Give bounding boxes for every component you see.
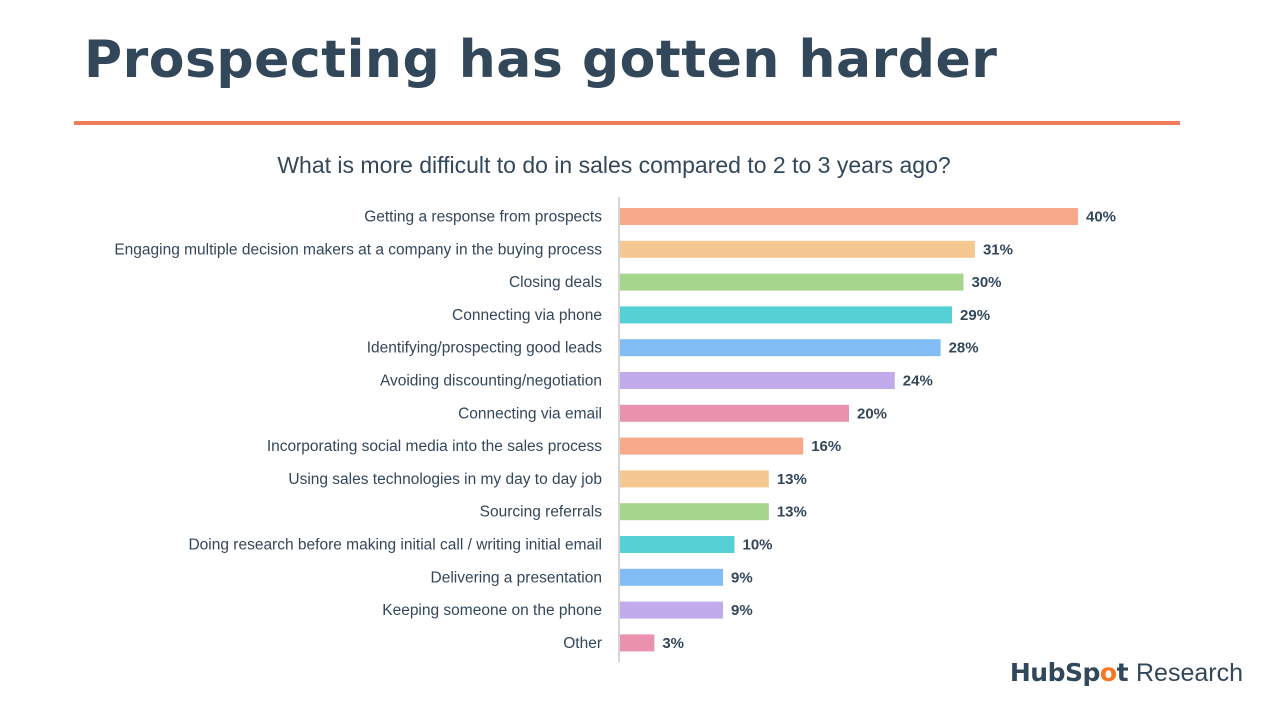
bar-value-label: 29% (960, 307, 990, 324)
bar (620, 339, 941, 357)
category-label: Engaging multiple decision makers at a c… (114, 241, 602, 258)
bar-value-label: 10% (743, 537, 773, 554)
sprocket-icon: o (1099, 658, 1117, 687)
slide-title: Prospecting has gotten harder (84, 30, 998, 90)
category-label: Identifying/prospecting good leads (367, 340, 602, 357)
hubspot-research-logo: HubSpot Research (1010, 658, 1243, 688)
chart-subtitle: What is more difficult to do in sales co… (277, 152, 951, 178)
category-label: Avoiding discounting/negotiation (380, 373, 602, 390)
bar-chart: Getting a response from prospects 40% Enga… (114, 197, 1116, 662)
bar-value-label: 20% (857, 405, 887, 422)
bar (620, 404, 849, 422)
category-label: Other (563, 635, 602, 652)
category-label: Closing deals (509, 274, 602, 291)
bar (620, 503, 769, 521)
bar-value-label: 3% (662, 635, 684, 652)
bar-value-label: 9% (731, 602, 753, 619)
bar (620, 634, 655, 652)
category-label: Connecting via email (458, 405, 602, 422)
bar (620, 372, 895, 389)
bar-value-label: 30% (972, 274, 1002, 291)
category-label: Sourcing referrals (480, 504, 603, 521)
category-label: Delivering a presentation (431, 569, 602, 586)
bar (620, 601, 724, 619)
bar (620, 437, 804, 455)
bar (620, 306, 953, 324)
category-label: Keeping someone on the phone (382, 602, 602, 619)
category-label: Using sales technologies in my day to da… (288, 471, 602, 488)
category-label: Getting a response from prospects (364, 209, 602, 226)
bar-value-label: 28% (949, 340, 979, 357)
bar-value-label: 9% (731, 569, 753, 586)
bar-value-label: 31% (983, 241, 1013, 258)
bar (620, 470, 769, 488)
bar (620, 240, 975, 258)
bar-value-label: 24% (903, 373, 933, 390)
category-label: Doing research before making initial cal… (188, 537, 602, 554)
bar (620, 568, 724, 586)
logo-research-text: Research (1136, 659, 1243, 687)
bar (620, 536, 735, 553)
category-label: Incorporating social media into the sale… (267, 438, 602, 455)
title-underline (74, 121, 1180, 125)
bar-value-label: 16% (811, 438, 841, 455)
bar (620, 273, 964, 291)
bar-value-label: 13% (777, 471, 807, 488)
bar-value-label: 13% (777, 504, 807, 521)
bar (620, 208, 1078, 225)
category-label: Connecting via phone (452, 307, 602, 324)
logo-brand: HubSpot (1009, 658, 1129, 687)
bar-value-label: 40% (1086, 209, 1116, 226)
